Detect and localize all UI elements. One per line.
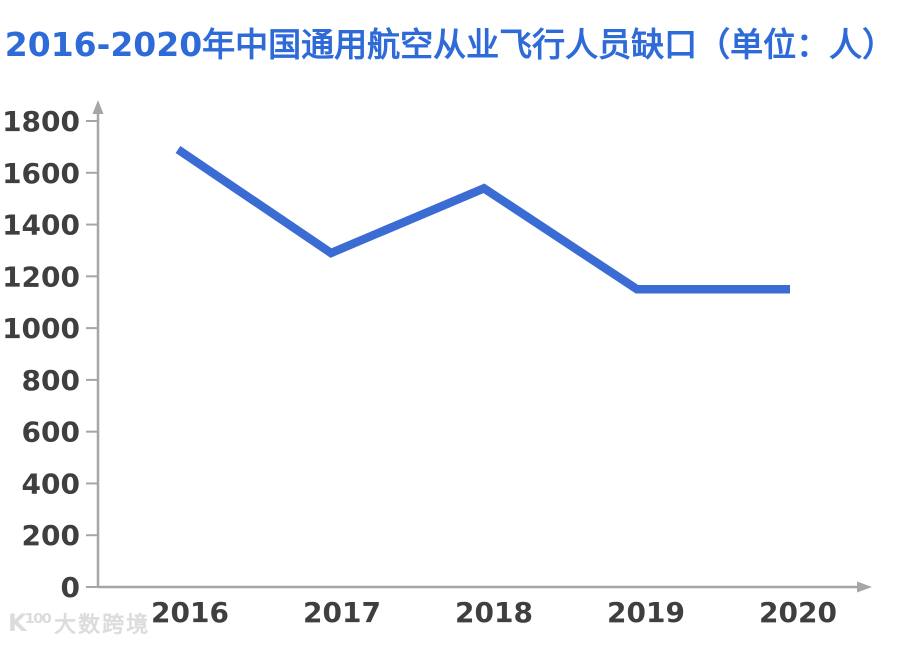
- x-axis-arrow-icon: [857, 581, 872, 593]
- y-tick-label: 1600: [2, 157, 80, 190]
- chart-title: 2016-2020年中国通用航空从业飞行人员缺口（单位：人）: [4, 25, 896, 64]
- y-tick-label: 600: [22, 416, 80, 449]
- y-tick-label: 1800: [2, 105, 80, 138]
- y-tick-label: 1400: [2, 209, 80, 242]
- x-tick-label: 2018: [455, 596, 533, 629]
- y-tick-label: 1000: [2, 312, 80, 345]
- watermark-logo-icon: K¹⁰⁰: [8, 609, 52, 637]
- watermark: K¹⁰⁰ 大数跨境: [8, 607, 150, 639]
- x-tick-label: 2017: [303, 596, 381, 629]
- x-tick-label: 2019: [607, 596, 685, 629]
- y-tick-label: 1200: [2, 260, 80, 293]
- y-tick-label: 200: [22, 519, 80, 552]
- y-tick-label: 400: [22, 467, 80, 500]
- y-tick-label: 800: [22, 364, 80, 397]
- data-line-series: [175, 145, 790, 294]
- y-axis-arrow-icon: [92, 100, 104, 114]
- x-tick-label: 2016: [151, 596, 229, 629]
- watermark-text: 大数跨境: [54, 613, 151, 638]
- y-tick-label: 0: [61, 571, 80, 604]
- x-tick-label: 2020: [759, 596, 837, 629]
